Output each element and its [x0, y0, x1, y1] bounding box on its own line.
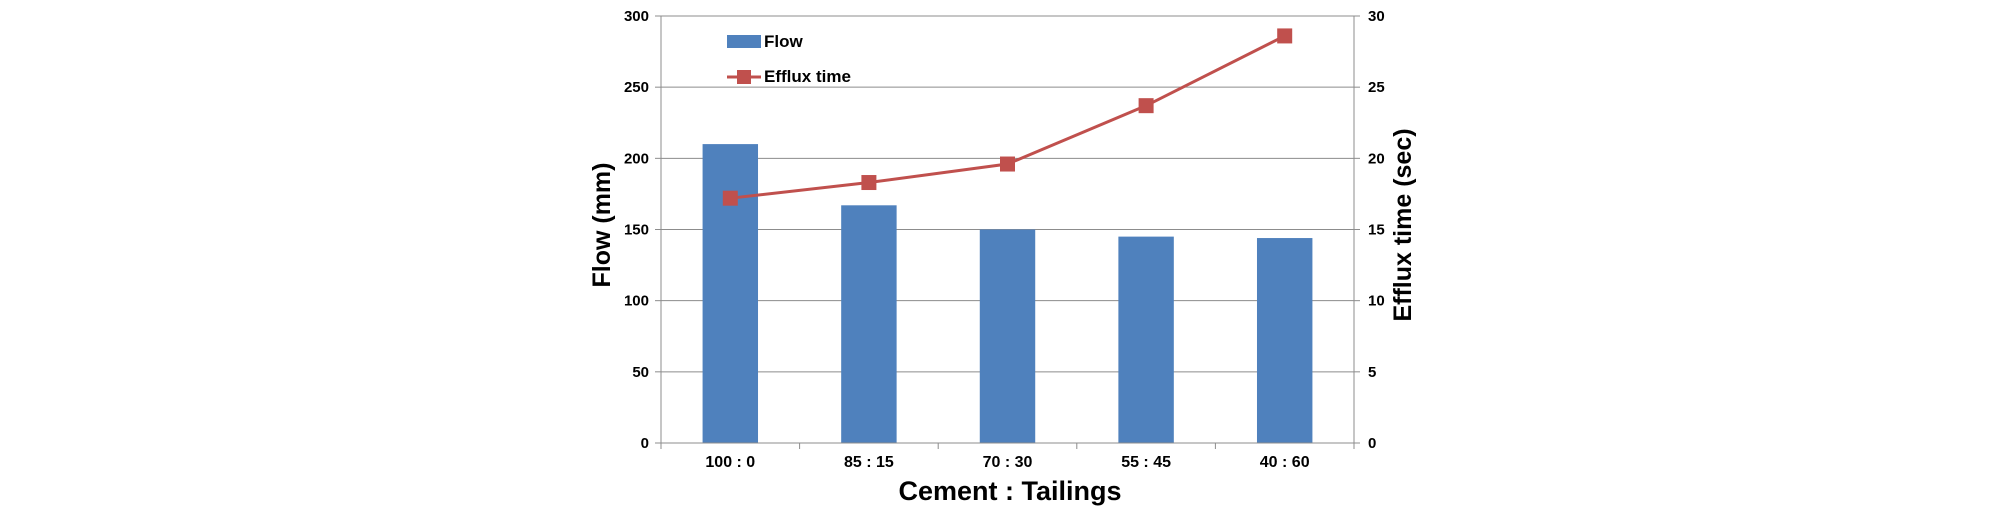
- y-tick-label: 300: [624, 8, 649, 25]
- y2-tick-label: 0: [1368, 435, 1376, 452]
- y2-tick-label: 15: [1368, 222, 1385, 239]
- y2-tick-label: 20: [1368, 150, 1385, 167]
- legend-label-efflux: Efflux time: [764, 67, 851, 86]
- axis-titles: Flow (mm) Efflux time (sec) Cement : Tai…: [588, 128, 1417, 506]
- legend: Flow Efflux time: [727, 32, 851, 86]
- x-axis-title: Cement : Tailings: [898, 476, 1121, 506]
- efflux-marker: [1138, 98, 1154, 114]
- legend-swatch-flow: [727, 35, 761, 48]
- efflux-line: [722, 28, 1293, 206]
- y-axis-title: Flow (mm): [588, 163, 616, 288]
- y-tick-label: 250: [624, 79, 649, 96]
- flow-bar: [979, 229, 1036, 443]
- y-tick-label: 50: [632, 364, 649, 381]
- y2-axis-title: Efflux time (sec): [1389, 128, 1417, 321]
- y2-tick-label: 10: [1368, 293, 1385, 310]
- x-tick-label: 40 : 60: [1260, 454, 1310, 471]
- efflux-marker: [1000, 156, 1015, 172]
- efflux-marker: [722, 190, 738, 206]
- y-tick-label: 200: [624, 150, 649, 167]
- flow-bar: [702, 144, 759, 443]
- flow-bars: [702, 144, 1313, 443]
- legend-label-flow: Flow: [764, 32, 803, 51]
- flow-bar: [1118, 236, 1174, 443]
- x-tick-label: 100 : 0: [705, 454, 755, 471]
- flow-bar: [1256, 238, 1313, 443]
- efflux-marker: [861, 175, 877, 191]
- y-tick-label: 150: [624, 222, 649, 239]
- axes: [655, 15, 1360, 449]
- y2-tick-label: 25: [1368, 79, 1385, 96]
- y2-tick-label: 5: [1368, 364, 1376, 381]
- legend-marker-efflux: [737, 70, 751, 84]
- tick-labels: 0 50 100 150 200 250 300 0 5 10 15 20 25 30 100 : 0 85 …: [624, 8, 1385, 471]
- y2-tick-label: 30: [1368, 8, 1385, 25]
- efflux-time-line: [730, 34, 1286, 200]
- x-tick-label: 85 : 15: [844, 454, 894, 471]
- efflux-marker: [1277, 28, 1293, 44]
- x-tick-label: 70 : 30: [983, 454, 1033, 471]
- y-tick-label: 0: [641, 435, 649, 452]
- y-tick-label: 100: [624, 293, 649, 310]
- x-tick-label: 55 : 45: [1121, 454, 1171, 471]
- flow-bar: [841, 205, 897, 443]
